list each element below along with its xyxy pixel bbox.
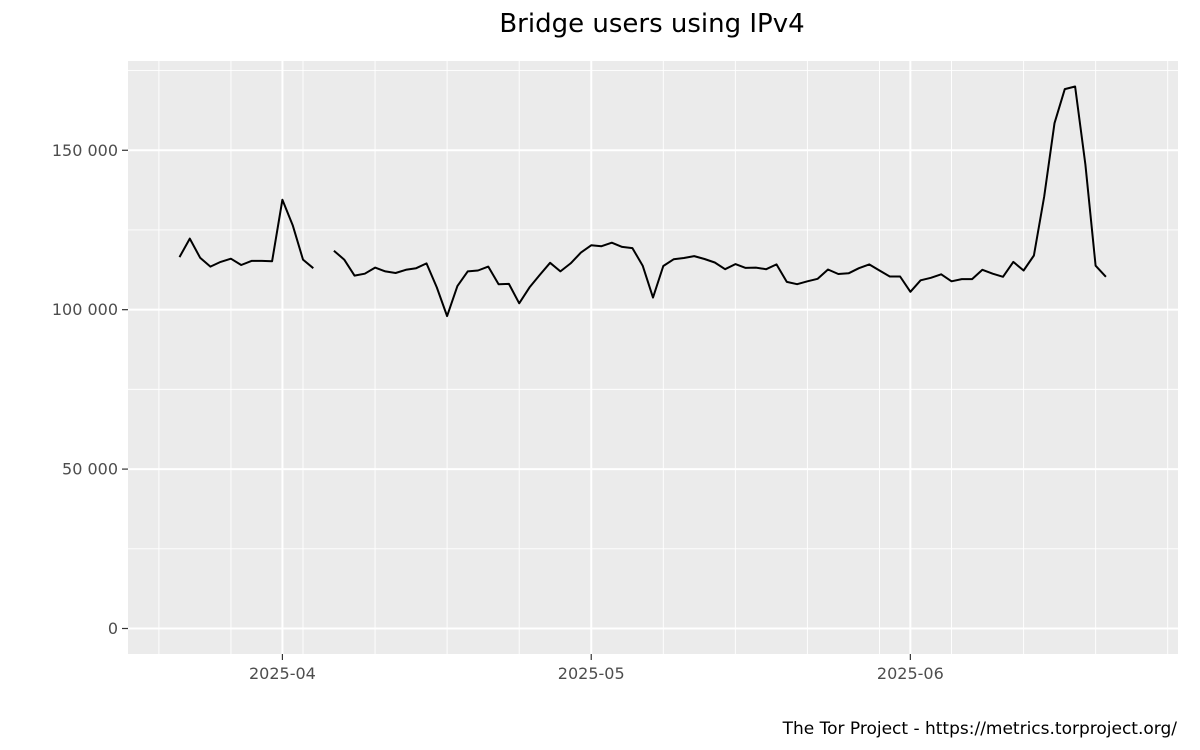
y-tick-label: 0 <box>108 619 118 638</box>
chart-title: Bridge users using IPv4 <box>499 9 804 39</box>
series-layer <box>178 85 1107 318</box>
y-tick-label: 100 000 <box>52 300 118 319</box>
x-tick-label: 2025-06 <box>877 664 944 683</box>
x-tick-label: 2025-04 <box>249 664 316 683</box>
chart-caption: The Tor Project - https://metrics.torpro… <box>782 719 1178 739</box>
x-tick-label: 2025-05 <box>558 664 625 683</box>
series-line-segment <box>178 198 314 269</box>
y-tick-label: 50 000 <box>62 460 118 479</box>
major-gridlines <box>128 61 1178 654</box>
y-tick-label: 150 000 <box>52 141 118 160</box>
axes: 0 50 000 100 000 150 000 2025-04 2025-05 2025-… <box>52 141 944 683</box>
series-line-segment <box>333 85 1107 318</box>
